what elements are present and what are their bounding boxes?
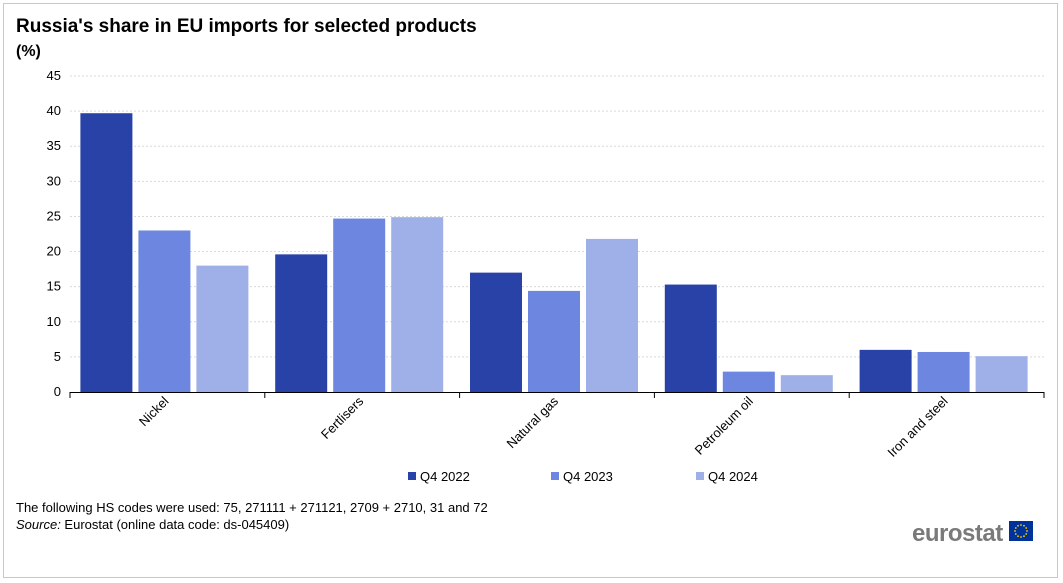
bar — [780, 375, 833, 392]
legend-swatch — [551, 472, 559, 480]
bar — [470, 272, 522, 392]
flag-star — [1026, 530, 1028, 532]
bar — [138, 230, 191, 392]
y-tick-label: 40 — [47, 103, 61, 118]
flag-star — [1017, 524, 1019, 527]
flag-star — [1014, 527, 1017, 529]
flag-star — [1017, 535, 1019, 538]
y-tick-label: 25 — [47, 208, 61, 223]
flag-star — [1014, 530, 1016, 532]
bar — [333, 218, 386, 392]
x-tick-label: Iron and steel — [884, 393, 950, 459]
bar — [859, 349, 912, 392]
flag-star — [1014, 533, 1017, 535]
legend-swatch — [696, 472, 704, 480]
footnote: The following HS codes were used: 75, 27… — [16, 500, 488, 515]
legend-label: Q4 2024 — [708, 469, 758, 484]
x-tick-label: Petroleum oil — [692, 393, 756, 457]
y-tick-label: 10 — [47, 314, 61, 329]
y-tick-label: 35 — [47, 138, 61, 153]
bar — [391, 217, 444, 392]
legend-swatch — [408, 472, 416, 480]
bar — [275, 254, 328, 392]
chart-title: Russia's share in EU imports for selecte… — [16, 16, 477, 37]
flag-star — [1025, 533, 1028, 535]
y-axis-ticks: 0 5 10 15 20 25 30 35 40 45 — [47, 68, 61, 399]
x-tick-label: Natural gas — [504, 393, 562, 451]
y-tick-label: 30 — [47, 173, 61, 188]
bar — [975, 356, 1028, 392]
flag-field — [1009, 521, 1033, 541]
flag-star — [1023, 535, 1025, 538]
bar — [664, 284, 717, 392]
y-tick-label: 5 — [54, 349, 61, 364]
x-tick-label: Nickel — [136, 393, 172, 429]
bar — [196, 265, 249, 392]
y-tick-label: 20 — [47, 244, 61, 259]
flag-star — [1020, 536, 1022, 538]
y-tick-label: 0 — [54, 384, 61, 399]
source-text: Eurostat (online data code: ds-045409) — [60, 517, 290, 532]
legend: Q4 2022 Q4 2023 Q4 2024 — [408, 469, 758, 484]
x-axis-labels: Nickel Fertlisers Natural gas Petroleum oil… — [136, 393, 951, 460]
eurostat-logo-text: eurostat — [912, 520, 1003, 547]
flag-star — [1020, 524, 1022, 526]
source-label: Source: — [16, 517, 61, 532]
bar — [586, 238, 638, 392]
flag-star — [1025, 527, 1028, 529]
source-note: Source: Eurostat (online data code: ds-0… — [16, 517, 289, 533]
y-axis-unit: (%) — [16, 43, 41, 60]
y-tick-label: 45 — [47, 68, 61, 83]
bar — [528, 290, 580, 392]
bar — [80, 113, 133, 393]
flag-star — [1023, 524, 1025, 527]
x-axis — [69, 392, 1045, 398]
legend-label: Q4 2023 — [563, 469, 613, 484]
legend-label: Q4 2022 — [420, 469, 470, 484]
eu-flag-icon — [1009, 521, 1033, 541]
y-tick-label: 15 — [47, 279, 61, 294]
bars — [80, 113, 1028, 393]
x-tick-label: Fertlisers — [318, 393, 367, 442]
bar — [917, 351, 970, 392]
bar — [722, 371, 775, 392]
